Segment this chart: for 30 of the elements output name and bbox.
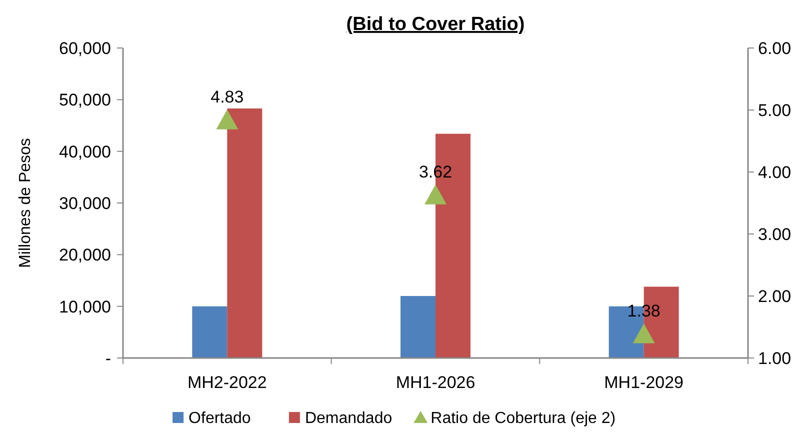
y2-tick-label: 1.00	[758, 348, 792, 368]
y2-tick-label: 2.00	[758, 286, 792, 306]
y-tick-label: 60,000	[59, 38, 111, 58]
y2-tick-label: 3.00	[758, 224, 792, 244]
legend-label: Demandado	[304, 410, 392, 427]
point	[424, 184, 446, 204]
x-tick-label: MH1-2026	[396, 373, 476, 392]
x-tick-label: MH2-2022	[187, 373, 267, 392]
data-label: 3.62	[418, 162, 452, 182]
x-tick-label: MH1-2029	[604, 373, 684, 392]
y-tick-label: 30,000	[59, 194, 111, 213]
y-tick-label: 10,000	[59, 297, 111, 316]
y-tick-label: 50,000	[59, 90, 111, 110]
y2-tick-label: 6.00	[758, 38, 792, 58]
y-tick-label: -	[105, 348, 111, 368]
point	[216, 110, 238, 130]
y-tick-label: 40,000	[59, 142, 111, 162]
bar	[400, 296, 436, 358]
data-label: 1.38	[627, 301, 660, 320]
legend-label: Ofertado	[188, 410, 251, 427]
y-tick-label: 20,000	[59, 246, 111, 265]
bar	[192, 306, 228, 358]
chart-title: (Bid to Cover Ratio)	[346, 14, 525, 35]
data-label: 4.83	[210, 88, 244, 107]
y-axis-title: Millones de Pesos	[17, 138, 34, 268]
y2-tick-label: 4.00	[758, 162, 792, 182]
y2-tick-label: 5.00	[758, 100, 792, 120]
bar	[227, 108, 262, 358]
legend-label: Ratio de Cobertura (eje 2)	[430, 410, 616, 427]
point	[632, 323, 655, 344]
